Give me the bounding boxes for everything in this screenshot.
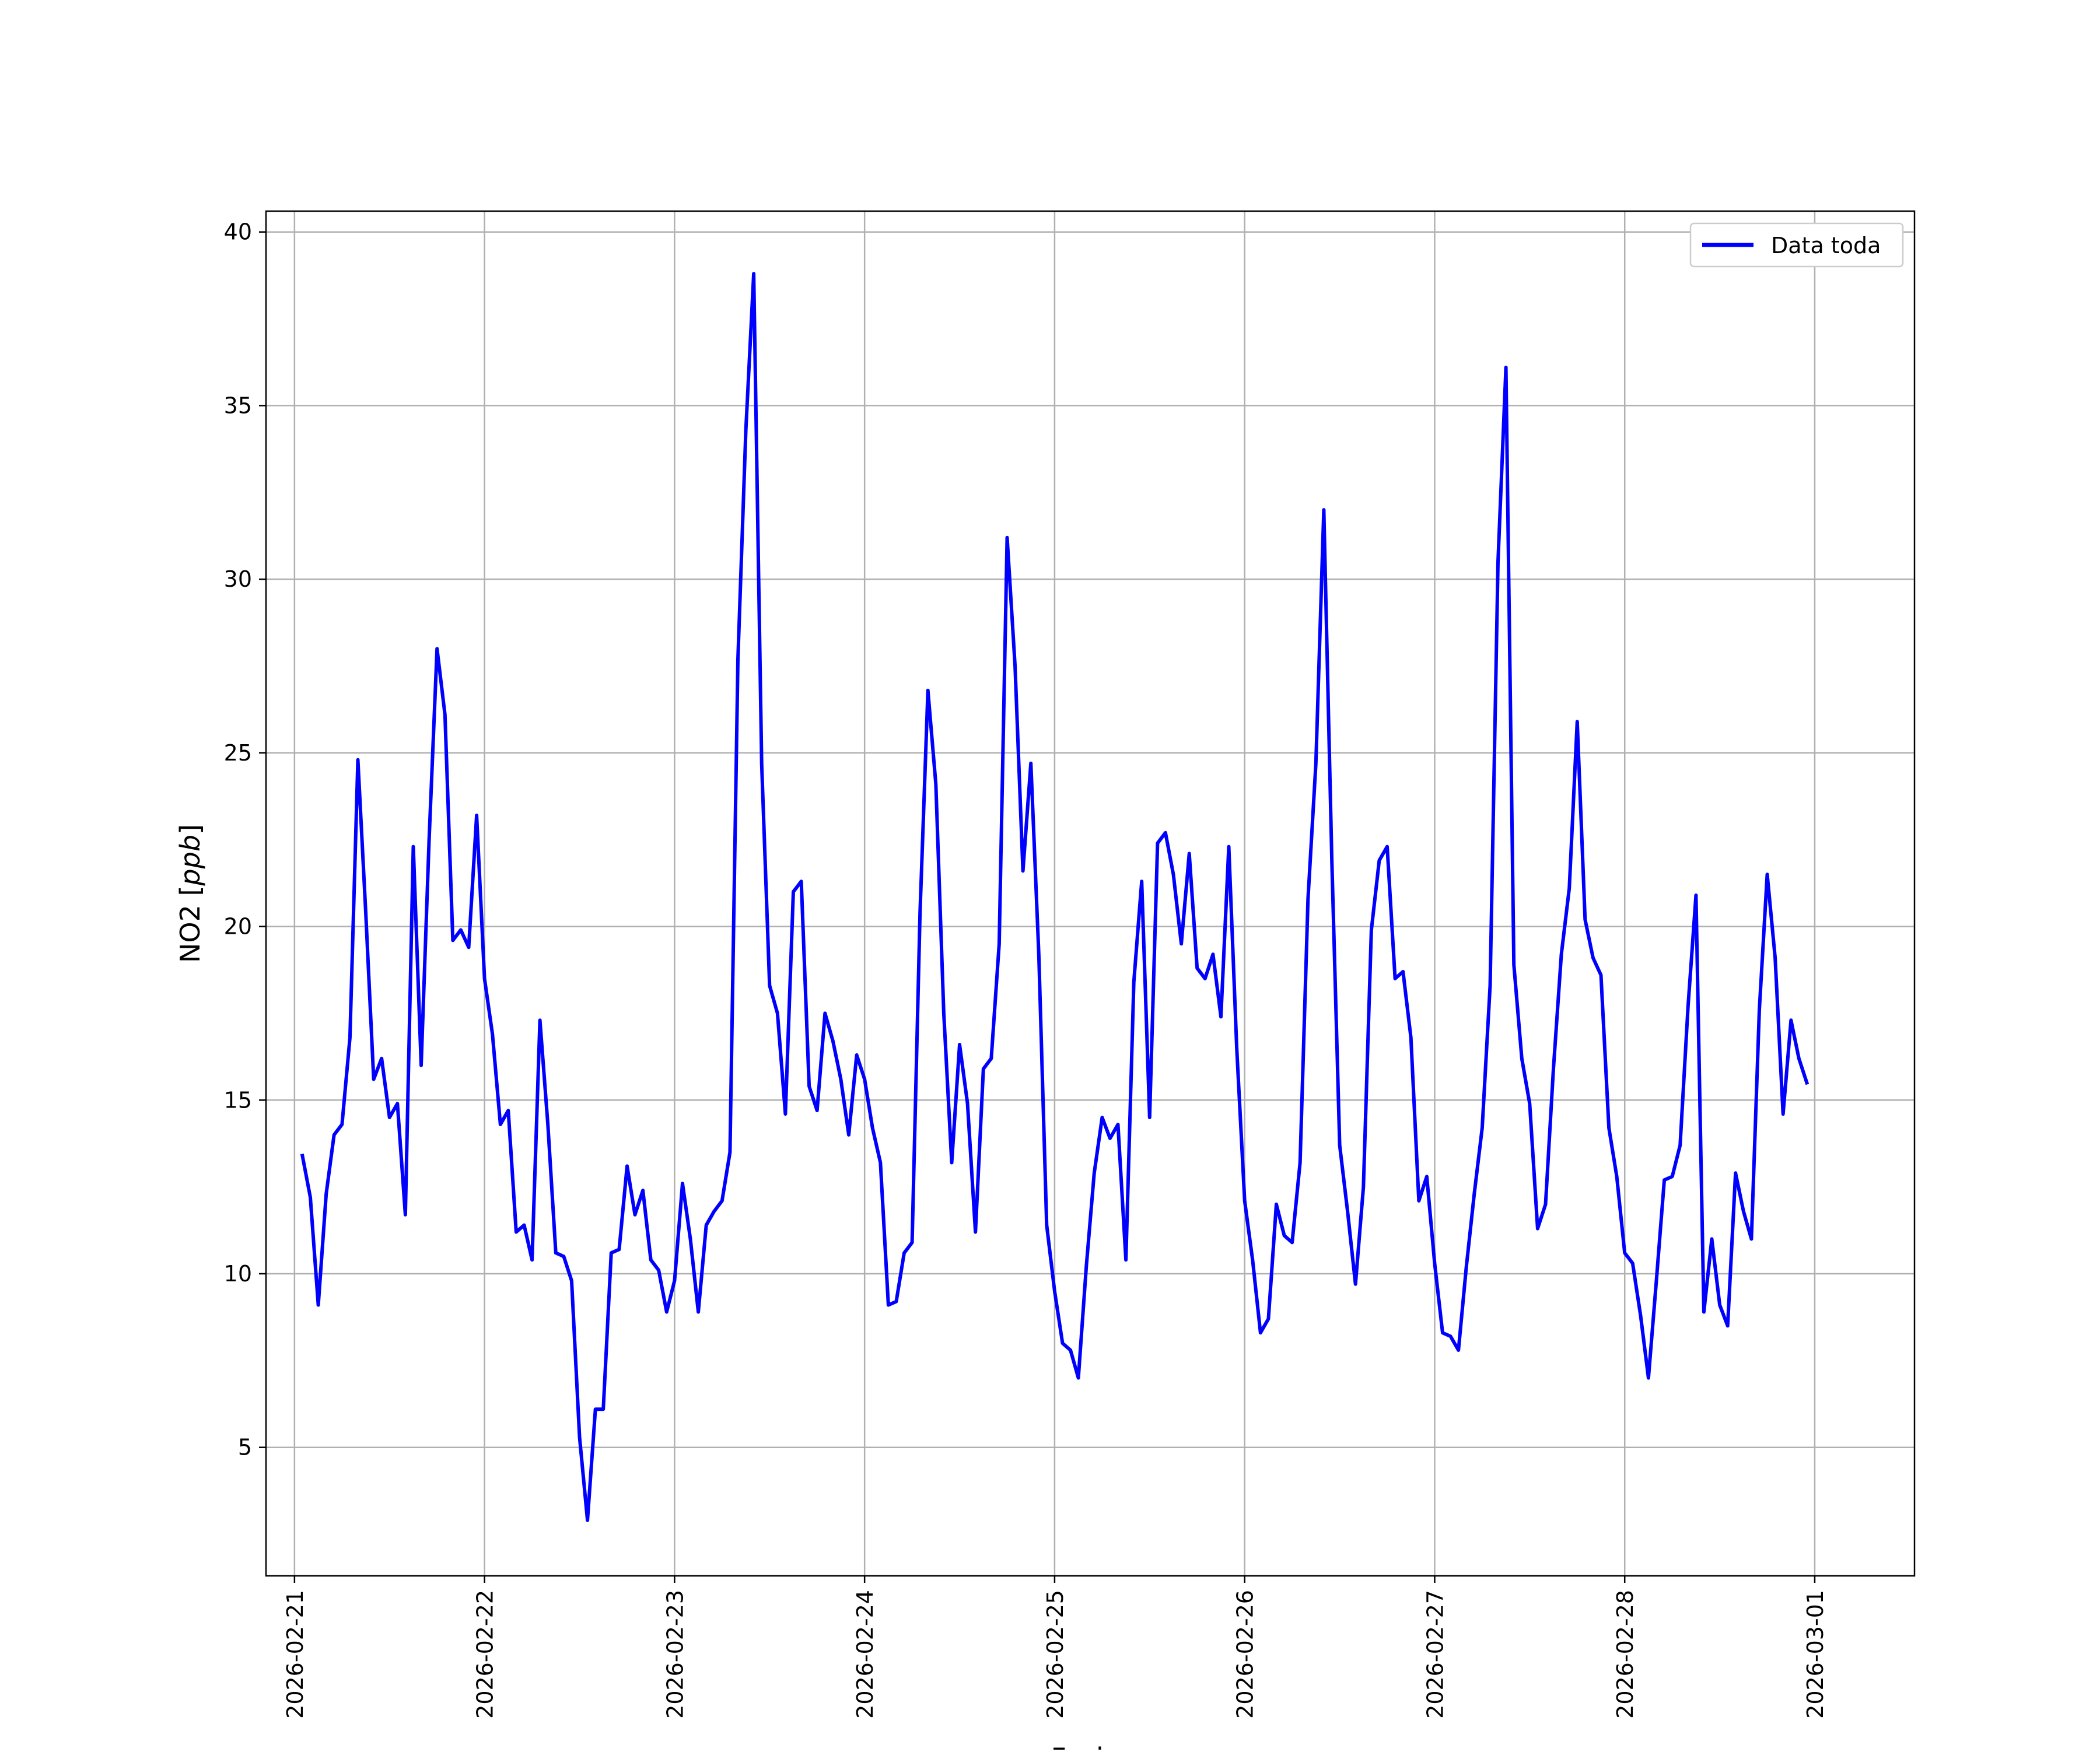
y-axis: 5 10 15 20 25 30 35 40 — [224, 219, 266, 1460]
x-tick-label: 2026-02-25 — [1042, 1590, 1068, 1719]
legend: Data toda — [1689, 222, 1904, 268]
y-axis-label: NO2 [ppb] — [174, 824, 206, 963]
x-tick-label: 2026-02-21 — [282, 1590, 308, 1719]
x-tick-label: 2026-02-27 — [1422, 1590, 1448, 1719]
x-tick-label: 2026-02-26 — [1233, 1590, 1258, 1719]
x-axis: 2026-02-21 2026-02-22 2026-02-23 2026-02-24… — [282, 1576, 1828, 1719]
legend-box — [1689, 222, 1904, 268]
x-tick-label: 2026-02-24 — [852, 1590, 878, 1719]
y-tick-label: 20 — [224, 914, 252, 940]
y-tick-label: 35 — [224, 393, 252, 418]
legend-label: Data toda — [1771, 233, 1881, 258]
series-layer — [300, 272, 1810, 1522]
y-tick-label: 10 — [224, 1261, 252, 1287]
x-tick-label: 2026-02-22 — [473, 1590, 498, 1719]
x-tick-label: 2026-03-01 — [1803, 1590, 1828, 1719]
y-tick-label: 40 — [224, 219, 252, 245]
x-axis-label: Fecha — [1051, 1742, 1130, 1750]
y-tick-label: 5 — [238, 1435, 252, 1460]
grid — [266, 211, 1915, 1576]
series-line-0 — [300, 272, 1810, 1522]
y-tick-label: 15 — [224, 1087, 252, 1113]
plot-frame — [265, 210, 1916, 1577]
y-tick-label: 30 — [224, 566, 252, 592]
x-tick-label: 2026-02-28 — [1612, 1590, 1638, 1719]
y-tick-label: 25 — [224, 740, 252, 766]
x-tick-label: 2026-02-23 — [662, 1590, 688, 1719]
